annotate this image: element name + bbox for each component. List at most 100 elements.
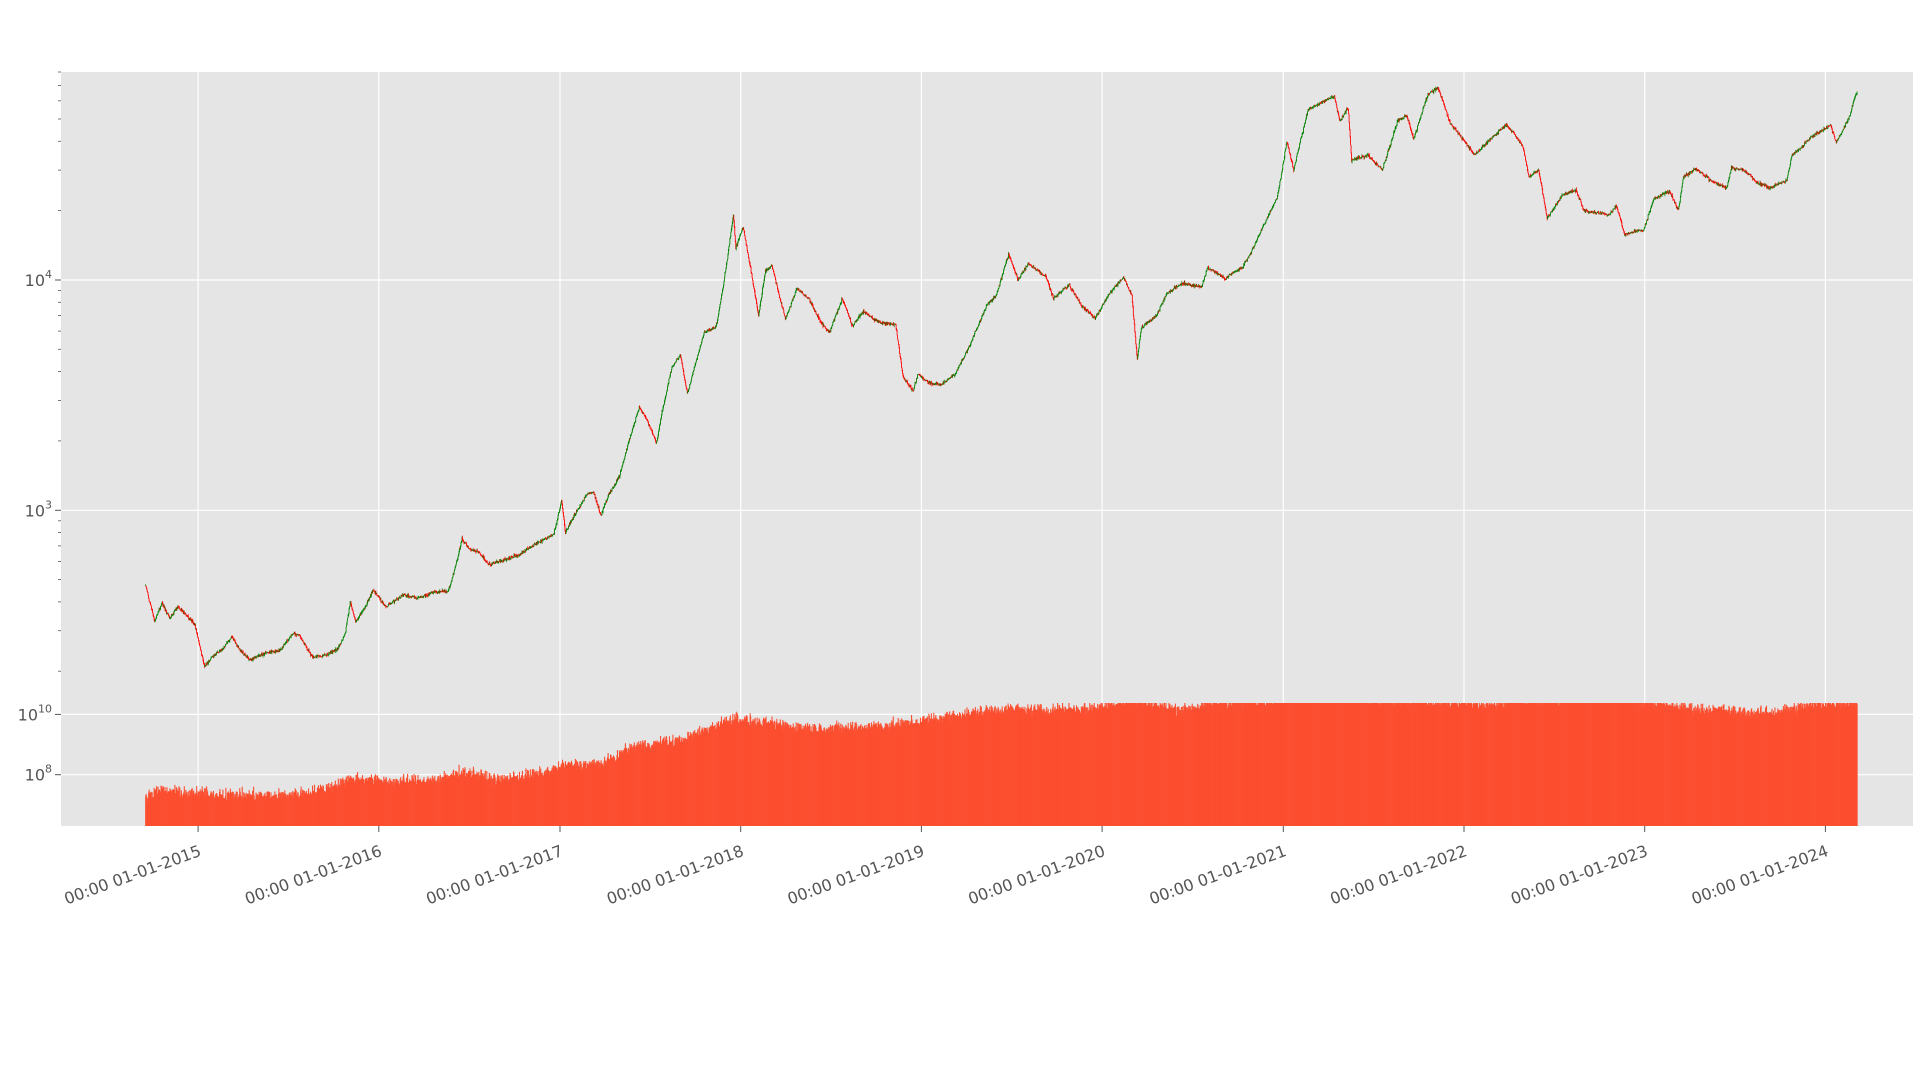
candle-body <box>965 353 966 356</box>
candle-body <box>767 268 768 271</box>
candle-body <box>896 329 897 331</box>
candle-body <box>1247 258 1248 261</box>
candle-body <box>480 554 482 556</box>
candle-body <box>1229 274 1231 275</box>
candle-body <box>1261 230 1262 231</box>
candle-body <box>1340 120 1342 121</box>
candle-body <box>264 653 265 656</box>
candle-body <box>310 652 311 656</box>
candle-body <box>575 513 577 515</box>
candle-body <box>633 423 635 426</box>
candle-body <box>541 539 543 543</box>
candle-body <box>468 546 469 549</box>
candle-body <box>870 316 871 317</box>
candle-body <box>511 556 512 558</box>
candle-body <box>858 315 860 318</box>
candle-body <box>1023 270 1025 273</box>
candle-body <box>484 560 486 562</box>
candle-body <box>1284 149 1286 152</box>
candle-body <box>1292 167 1294 168</box>
candle-body <box>394 600 396 604</box>
candle-body <box>1030 265 1032 266</box>
candle-body <box>549 535 551 537</box>
candle-body <box>1187 283 1189 286</box>
candle-body <box>1098 313 1099 315</box>
candle-body <box>722 290 723 294</box>
candle-body <box>1049 284 1050 289</box>
candle-body <box>1374 161 1376 163</box>
candle-body <box>444 590 446 592</box>
candle-body <box>547 536 549 538</box>
candle-body <box>1334 95 1336 99</box>
candle-body <box>726 264 727 268</box>
candle-body <box>982 313 984 315</box>
candle-body <box>538 541 540 543</box>
candle-body <box>941 384 943 385</box>
candle-body <box>856 320 857 322</box>
candle-body <box>785 315 787 319</box>
candle-body <box>938 383 940 385</box>
candle-body <box>1068 284 1069 287</box>
candle-body <box>545 538 547 540</box>
candle-body <box>522 551 523 554</box>
candle-body <box>871 316 873 318</box>
candle-body <box>451 578 453 582</box>
candle-body <box>792 299 794 300</box>
candle-body <box>1175 287 1176 288</box>
candle-body <box>642 412 644 414</box>
candle-body <box>992 299 994 300</box>
candle-body <box>1003 269 1004 274</box>
candle-body <box>967 349 968 353</box>
candle-body <box>814 308 815 311</box>
candle-body <box>1151 320 1152 322</box>
candle-body <box>1338 113 1340 117</box>
candle-body <box>1025 268 1026 270</box>
candle-body <box>322 655 323 657</box>
candle-body <box>1069 284 1070 285</box>
candle-body <box>828 330 830 332</box>
candle-body <box>581 502 583 505</box>
candle-body <box>1342 116 1344 117</box>
candle-body <box>963 357 965 359</box>
candle-body <box>309 652 311 653</box>
candle-body <box>809 298 811 303</box>
candle-body <box>718 310 720 315</box>
candle-body <box>396 598 397 600</box>
candle-body <box>458 551 460 554</box>
candle-body <box>1332 96 1334 98</box>
candle-body <box>909 386 910 387</box>
candle-body <box>294 633 296 636</box>
candle-body <box>315 656 316 658</box>
candle-body <box>916 378 918 379</box>
candle-body <box>675 362 676 364</box>
candle-body <box>862 311 863 313</box>
candle-body <box>941 384 943 385</box>
candle-body <box>519 555 520 556</box>
candle-body <box>530 547 532 548</box>
candle-body <box>1363 155 1364 157</box>
candle-body <box>671 366 673 370</box>
candle-body <box>437 591 439 593</box>
candle-body <box>1211 269 1212 271</box>
candle-body <box>671 369 672 373</box>
candle-body <box>486 561 488 563</box>
candle-body <box>1034 267 1036 269</box>
candle-body <box>661 411 663 416</box>
candle-body <box>1002 273 1003 276</box>
candle-body <box>277 651 279 652</box>
candle-body <box>1358 156 1359 158</box>
candle-body <box>1035 270 1037 271</box>
candle-body <box>405 595 407 597</box>
candle-body <box>1052 293 1053 295</box>
candle-body <box>1035 267 1037 271</box>
candle-body <box>1234 272 1236 273</box>
candle-body <box>329 651 331 654</box>
candle-body <box>764 273 766 277</box>
candle-body <box>900 356 901 360</box>
candle-body <box>1296 154 1298 157</box>
candle-body <box>158 611 159 613</box>
candle-body <box>1296 156 1298 161</box>
candle-body <box>1252 247 1254 249</box>
candle-body <box>332 650 334 652</box>
candle-body <box>445 591 447 593</box>
